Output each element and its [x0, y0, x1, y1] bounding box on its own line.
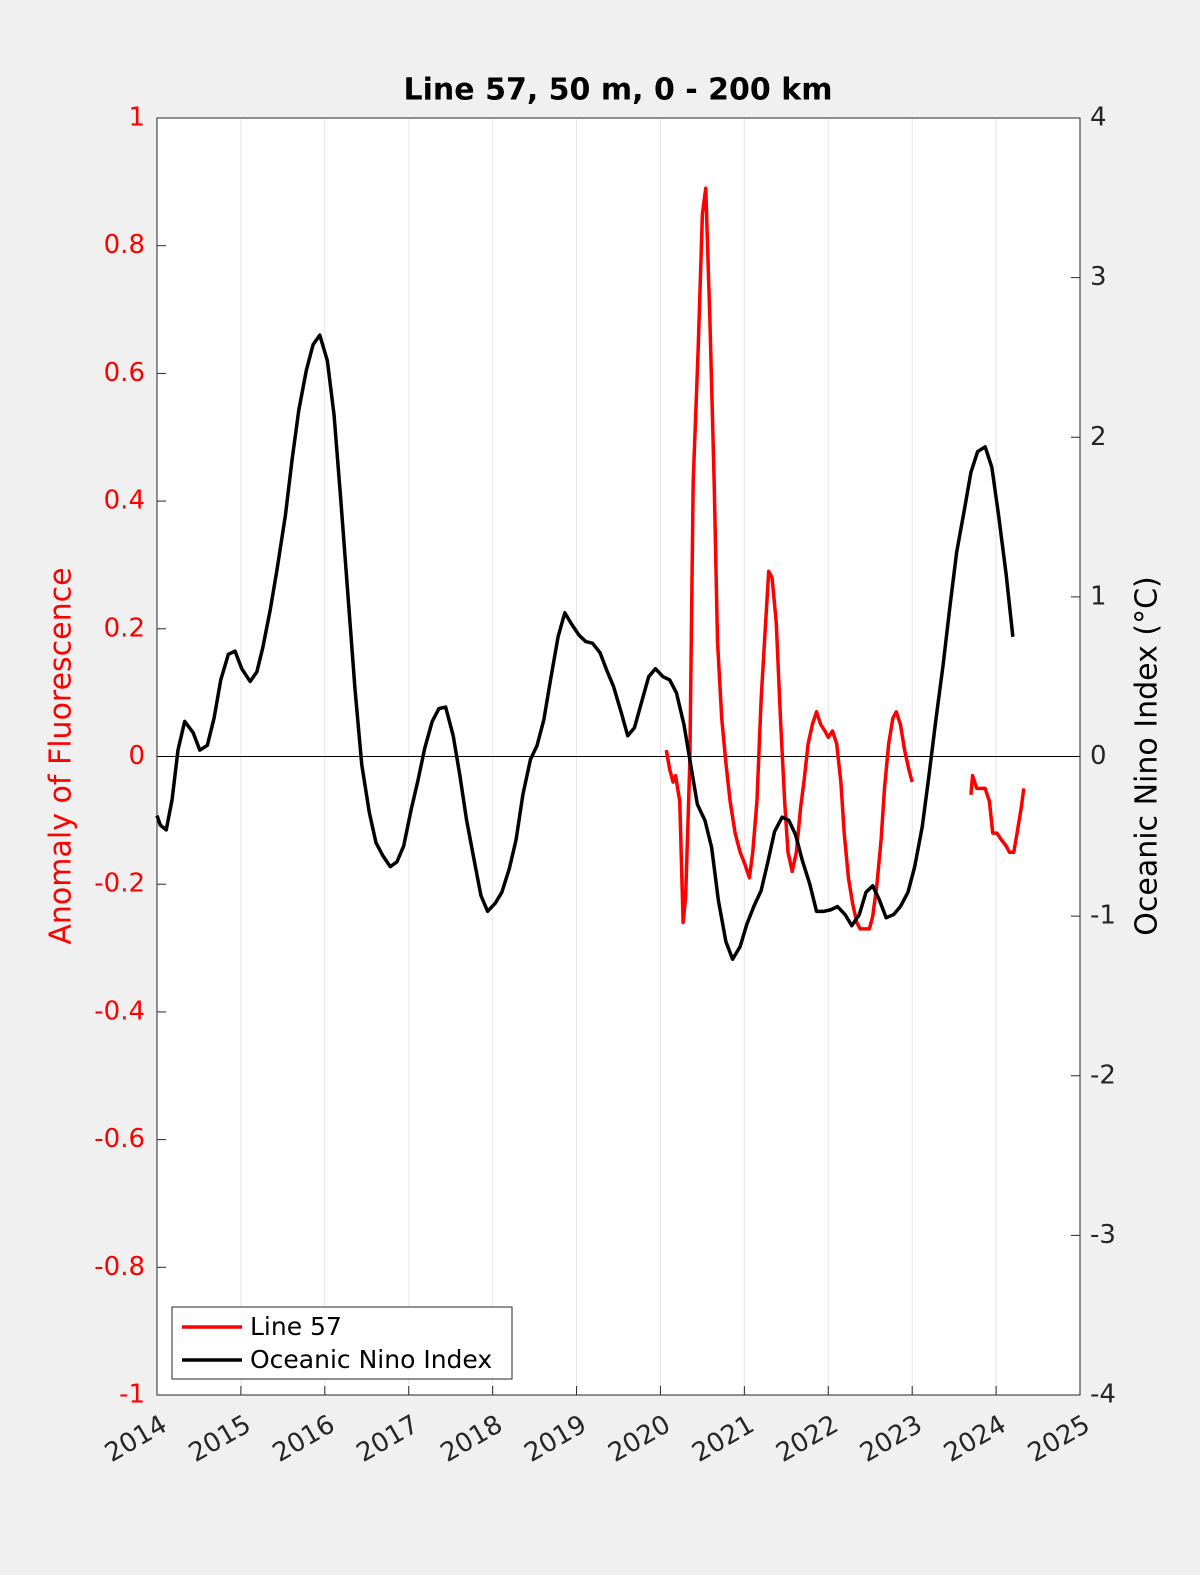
chart-title: Line 57, 50 m, 0 - 200 km	[404, 73, 833, 108]
series-line	[155, 333, 1015, 961]
x-tick-label: 2017	[352, 1410, 424, 1469]
x-tick-label: 2018	[436, 1410, 508, 1469]
y2-tick-label: 4	[1090, 103, 1107, 133]
y2-tick-label: -2	[1090, 1060, 1116, 1090]
x-tick-label: 2025	[1023, 1410, 1095, 1469]
x-tick-label: 2015	[184, 1410, 256, 1469]
series-line	[664, 186, 1026, 931]
x-tick-label: 2019	[519, 1410, 591, 1469]
y-tick-label: 0.4	[104, 486, 145, 516]
y-tick-label: -0.6	[94, 1124, 145, 1154]
y2-tick-label: -4	[1090, 1380, 1116, 1410]
y-tick-label: -1	[119, 1380, 145, 1410]
y2-tick-label: 3	[1090, 262, 1107, 292]
x-tick-label: 2014	[100, 1410, 172, 1469]
y2-tick-label: -1	[1090, 901, 1116, 931]
x-tick-label: 2024	[939, 1410, 1011, 1469]
y2-tick-label: -3	[1090, 1220, 1116, 1250]
y-tick-label: 0.8	[104, 230, 145, 260]
y-tick-label: 0.2	[104, 613, 145, 643]
x-tick-label: 2023	[855, 1410, 927, 1469]
x-tick-label: 2021	[687, 1410, 759, 1469]
y-tick-label: -0.2	[94, 869, 145, 899]
y-tick-label: -0.4	[94, 996, 145, 1026]
legend-box	[171, 1306, 513, 1380]
x-tick-label: 2022	[771, 1410, 843, 1469]
x-tick-label: 2016	[268, 1410, 340, 1469]
y2-tick-label: 2	[1090, 422, 1107, 452]
x-tick-label: 2020	[603, 1410, 675, 1469]
legend-label: Oceanic Nino Index	[250, 1345, 492, 1374]
y2-tick-label: 0	[1090, 741, 1107, 771]
y-tick-label: 0	[128, 741, 145, 771]
y2-tick-label: 1	[1090, 581, 1107, 611]
y-axis-label: Anomaly of Fluorescence	[44, 567, 79, 944]
y2-axis-label: Oceanic Nino Index (°C)	[1130, 576, 1165, 936]
legend-label: Line 57	[250, 1312, 342, 1341]
y-tick-label: 1	[128, 103, 145, 133]
y-tick-label: 0.6	[104, 358, 145, 388]
y-tick-label: -0.8	[94, 1252, 145, 1282]
plot-frame	[156, 117, 1081, 1396]
